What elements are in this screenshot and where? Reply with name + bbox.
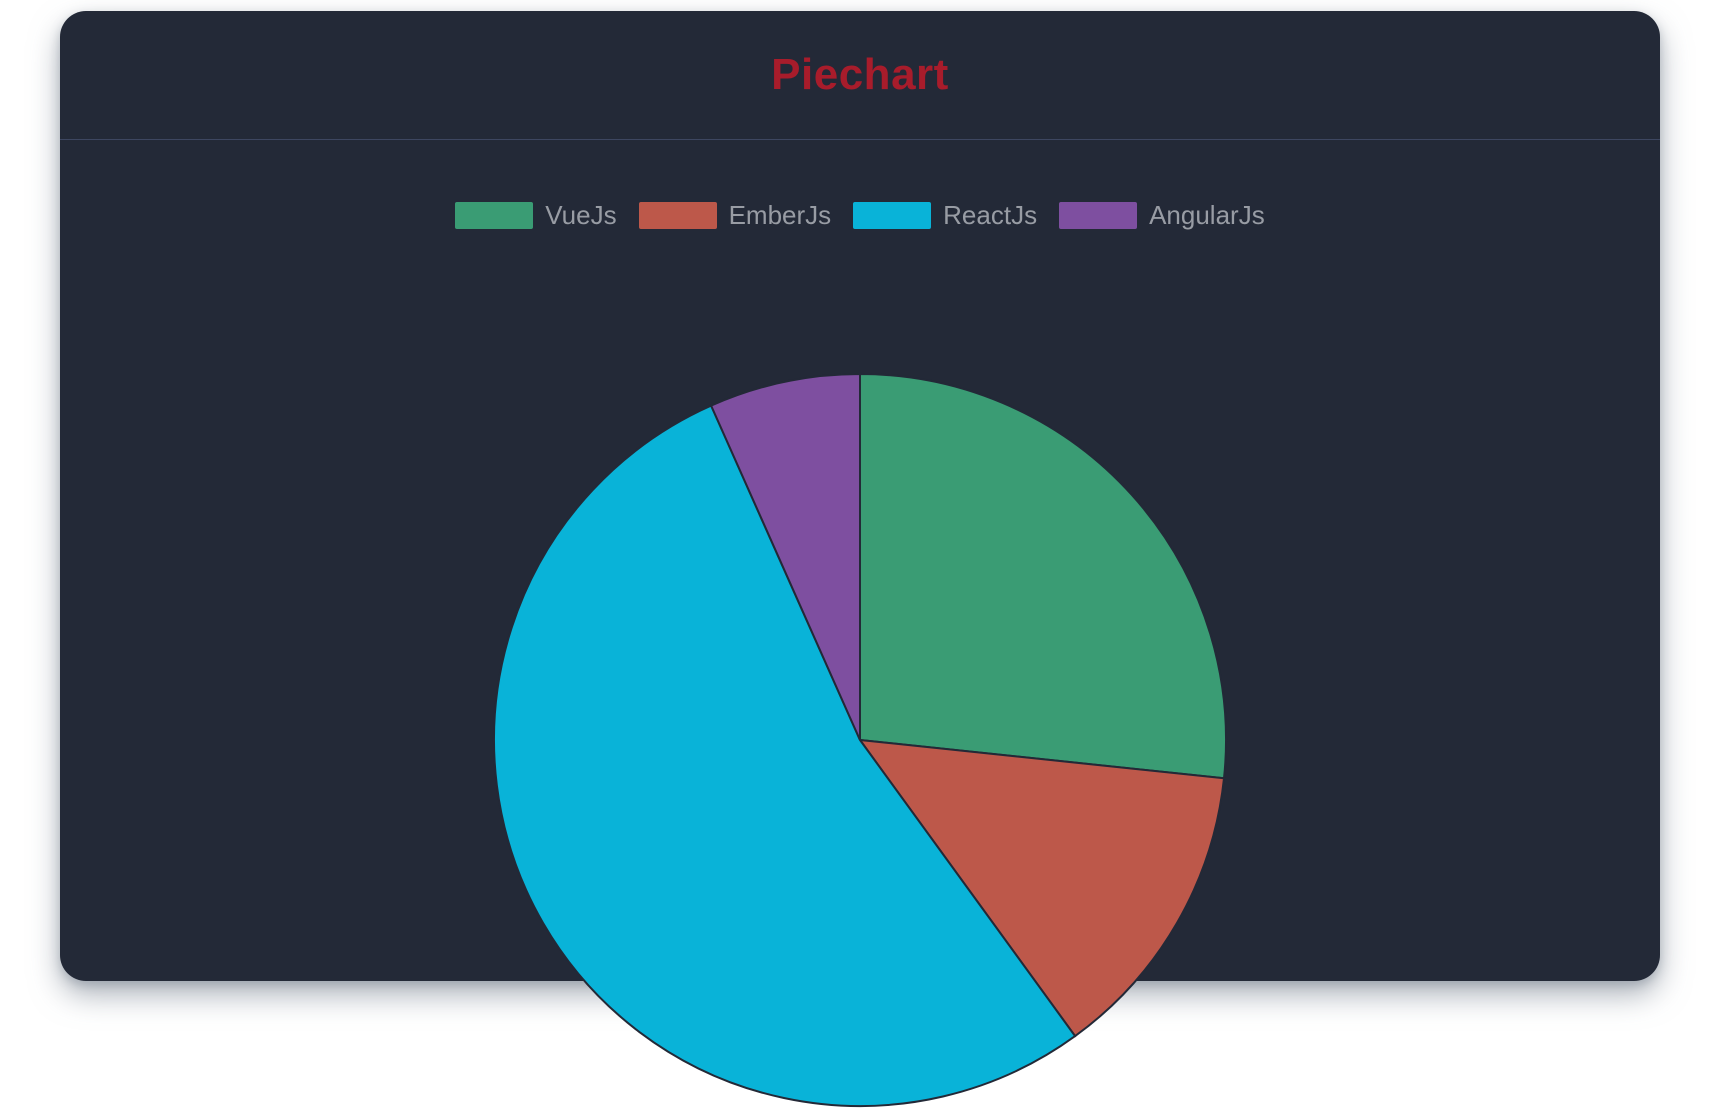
pie-slice-angularjs[interactable] bbox=[709, 372, 861, 741]
chart-legend: VueJs EmberJs ReactJs AngularJs bbox=[60, 200, 1660, 231]
legend-item-emberjs[interactable]: EmberJs bbox=[638, 200, 832, 231]
chart-area: VueJs EmberJs ReactJs AngularJs bbox=[60, 140, 1660, 1107]
legend-label: VueJs bbox=[545, 200, 617, 230]
chart-title: Piechart bbox=[771, 50, 949, 99]
legend-swatch-emberjs bbox=[638, 202, 717, 229]
pie-chart bbox=[493, 372, 1227, 1107]
legend-label: ReactJs bbox=[943, 200, 1038, 230]
legend-item-vuejs[interactable]: VueJs bbox=[455, 200, 617, 231]
pie-slice-vuejs[interactable] bbox=[859, 372, 1227, 780]
legend-swatch-reactjs bbox=[853, 202, 932, 229]
chart-card: Piechart VueJs EmberJs ReactJs AngularJs bbox=[60, 11, 1660, 1107]
legend-item-reactjs[interactable]: ReactJs bbox=[853, 200, 1037, 231]
legend-swatch-angularjs bbox=[1059, 202, 1138, 229]
legend-label: EmberJs bbox=[728, 200, 832, 230]
legend-swatch-vuejs bbox=[455, 202, 534, 229]
legend-label: AngularJs bbox=[1149, 200, 1265, 230]
card-header: Piechart bbox=[60, 11, 1660, 140]
legend-item-angularjs[interactable]: AngularJs bbox=[1059, 200, 1265, 231]
